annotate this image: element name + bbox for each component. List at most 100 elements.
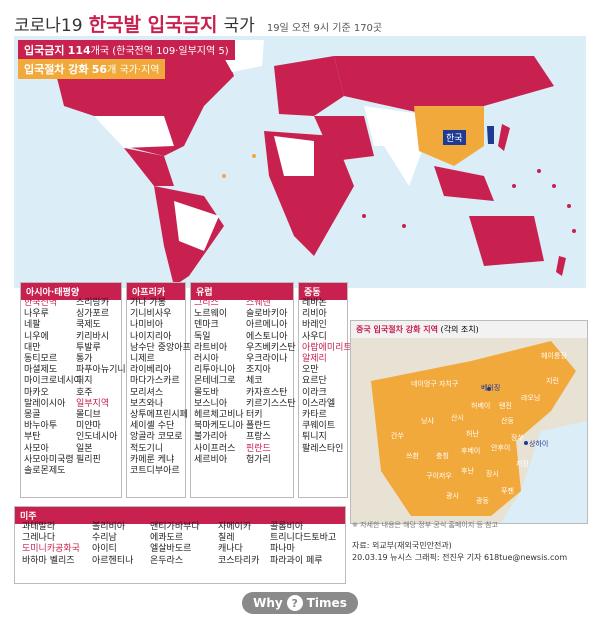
island-dot — [252, 154, 256, 158]
province-label: 허난 — [466, 430, 479, 438]
legend-strengthen-label: 입국절차 강화 — [24, 63, 89, 76]
country-item: 몽골 — [24, 410, 41, 421]
island-dot — [512, 184, 516, 188]
country-item: 에콰도르 — [150, 533, 184, 544]
country-item: 기니비사우 — [130, 309, 172, 320]
country-item: 보스니아 — [194, 398, 228, 409]
country-item: 수리남 — [92, 533, 117, 544]
province-label: 톈진 — [499, 402, 512, 410]
africa-white-shape — [274, 136, 314, 176]
footer-note: ※ 자세한 내용은 해당 정부 공식 홈페이지 등 참고 — [352, 521, 499, 529]
china-sea — [501, 421, 587, 523]
india-shape — [384, 146, 424, 186]
island-dot — [527, 229, 531, 233]
china-inset-note: (각의 조치) — [440, 325, 479, 334]
country-item: 키리바시 — [76, 331, 110, 342]
logo-right: Times — [306, 596, 347, 610]
asia-col2: 스리랑카 싱가포르 쿡제도 키리바시 투발루 통가 파푸아뉴기니 피지 호주 일부지역 몰디브 미얀마… — [76, 298, 126, 466]
country-item: 파라과이 페루 — [270, 555, 323, 566]
america-col4: 자메이카 칠레 캐나다 코스타리카 — [218, 522, 259, 567]
country-item: 코트디부아르 — [130, 466, 180, 477]
country-item: 덴마크 — [194, 320, 219, 331]
country-item: 스웨덴 — [246, 298, 271, 308]
country-item: 모리셔스 — [130, 387, 164, 398]
province-label: 지린 — [546, 377, 559, 385]
shanghai-dot — [524, 441, 528, 445]
country-item: 자메이카 — [218, 522, 252, 532]
country-item: 캐나다 — [218, 544, 243, 555]
country-item: 남수단 중앙아프리카공화국 — [130, 342, 233, 353]
australia-shape — [469, 216, 544, 266]
europe-panel: 유럽 — [190, 282, 294, 498]
country-item: 세르비아 — [194, 454, 228, 465]
province-label: 닝샤 — [421, 417, 434, 425]
america-col5: 콜롬비아 트리니다드토바고 파나마 파라과이 페루 — [270, 522, 336, 567]
legend-ban-detail: 개국 (한국전역 109·일부지역 5) — [90, 46, 229, 57]
country-item: 콜롬비아 — [270, 522, 304, 532]
country-item: 사모아미국령 — [24, 454, 74, 465]
europe-col1: 그리스 노르웨이 덴마크 독일 라트비아 러시아 리투아니아 몬테네그로 몰도바 보스니아 헤르체고… — [194, 298, 244, 466]
china-inset-header: 중국 입국절차 강화 지역 (각의 조치) — [351, 321, 587, 338]
legend-strengthen: 입국절차 강화 56개 국가·지역 — [18, 59, 166, 79]
se-asia-shape — [434, 166, 494, 201]
country-item: 일부지역 — [76, 398, 110, 409]
country-item: 보츠와나 — [130, 398, 164, 409]
country-item: 니제르 — [130, 354, 155, 365]
province-label: 쓰촨 — [406, 452, 419, 460]
country-item: 네팔 — [24, 320, 41, 331]
china-inset: 중국 입국절차 강화 지역 (각의 조치) 헤이룽장 지린 랴오닝 네이멍구 자치구 베… — [350, 320, 588, 524]
country-item: 마셜제도 — [24, 365, 58, 376]
usa-shape — [94, 116, 174, 148]
country-item: 불가리아 — [194, 432, 228, 443]
country-item: 독일 — [194, 331, 211, 342]
china-inset-title: 중국 입국절차 강화 지역 — [356, 325, 438, 334]
brazil-shape — [174, 201, 219, 251]
china-inset-svg — [371, 341, 587, 523]
footer-source-line: 자료: 외교부(재외국민안전과) — [352, 541, 452, 550]
footer-source: 자료: 외교부(재외국민안전과) 20.03.19 뉴시스 그래픽: 전진우 기… — [352, 540, 567, 564]
mideast-col1: 레바논 리비아 바레인 사우디 아랍에미리트 알제리 오만 요르단 이라크 이스라엘 카타르 쿠웨이트… — [302, 298, 352, 455]
country-item: 카자흐스탄 — [246, 387, 288, 398]
country-item: 아르헨티나 — [92, 555, 134, 566]
island-dot — [552, 184, 556, 188]
country-item: 요르단 — [302, 376, 327, 387]
title-part2: 한국발 입국금지 — [88, 14, 218, 36]
country-item: 파푸아뉴기니 — [76, 365, 126, 376]
country-item: 볼리비아 — [92, 522, 126, 532]
country-item: 이라크 — [302, 387, 327, 398]
country-item: 그리스 — [194, 298, 219, 308]
country-item: 적도기니 — [130, 443, 164, 454]
country-item: 동티모르 — [24, 354, 58, 365]
province-label: 구이저우 — [426, 472, 452, 480]
province-label: 헤이룽장 — [541, 352, 567, 360]
country-item: 핀란드 — [246, 443, 271, 454]
america-col3: 앤티가바부다 에콰도르 엘살바도르 온두라스 — [150, 522, 200, 567]
country-item: 리투아니아 — [194, 365, 236, 376]
legend-strengthen-count: 56 — [91, 63, 108, 76]
country-item: 앤티가바부다 — [150, 522, 200, 532]
country-item: 러시아 — [194, 354, 219, 365]
country-item: 오만 — [302, 365, 319, 376]
province-label: 장쑤 — [511, 434, 524, 442]
country-item: 마카오 — [24, 387, 49, 398]
country-item: 프랑스 — [246, 432, 271, 443]
country-item: 우즈베키스탄 — [246, 342, 296, 353]
country-item: 슬로바키아 — [246, 309, 288, 320]
world-map — [14, 36, 586, 288]
country-item: 몰도바 — [194, 387, 219, 398]
country-item: 대만 — [24, 342, 41, 353]
country-item: 나이지리아 — [130, 331, 172, 342]
country-item: 알제리 — [302, 354, 327, 365]
country-item: 투발루 — [76, 342, 101, 353]
mideast-header: 중동 — [299, 283, 347, 300]
island-dot — [222, 174, 226, 178]
europe-col2: 스웨덴 슬로바키아 아르메니아 에스토니아 우즈베키스탄 우크라이나 조지아 체코 카자흐스탄 키… — [246, 298, 296, 466]
province-label: 랴오닝 — [521, 394, 541, 402]
country-item: 나우루 — [24, 309, 49, 320]
korea-shape — [487, 126, 494, 144]
africa-panel: 아프리카 — [126, 282, 186, 498]
page-title: 코로나19 한국발 입국금지 국가 19일 오전 9시 기준 170곳 — [14, 10, 382, 38]
country-item: 일본 — [76, 443, 93, 454]
country-item: 우크라이나 — [246, 354, 288, 365]
province-label: 후베이 — [461, 447, 481, 455]
